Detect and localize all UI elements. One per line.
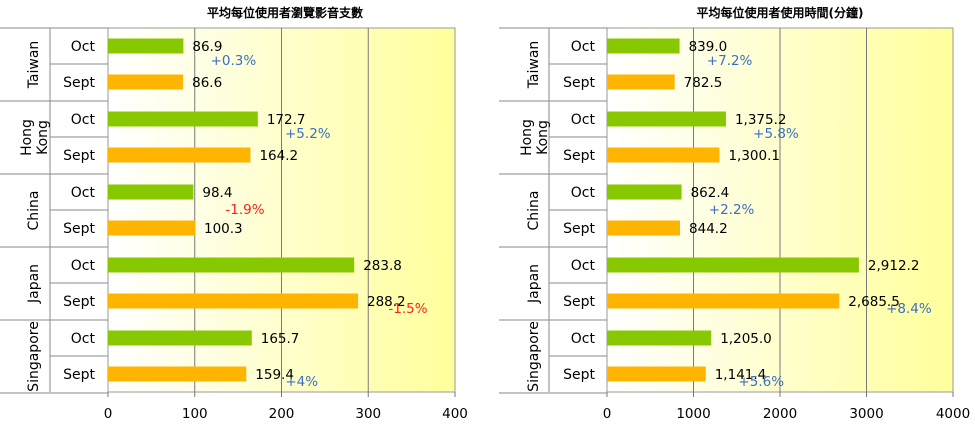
series-sublabel: Oct (71, 331, 96, 347)
bar-oct (108, 257, 355, 273)
series-sublabel: Oct (571, 185, 596, 201)
series-sublabel: Sept (63, 294, 95, 310)
change-annotation: +8.4% (886, 301, 932, 317)
data-label: 98.4 (202, 185, 232, 201)
change-annotation: +5.2% (285, 126, 331, 142)
bar-sept (108, 147, 251, 163)
bar-sept (108, 74, 184, 90)
x-tick-label: 2000 (763, 406, 797, 422)
x-tick-label: 100 (182, 406, 208, 422)
data-label: 782.5 (684, 75, 723, 91)
category-label: HongKong (519, 119, 551, 156)
series-sublabel: Sept (63, 148, 95, 164)
data-label: 1,300.1 (728, 148, 780, 164)
x-tick-label: 0 (603, 406, 612, 422)
bar-oct (607, 38, 680, 54)
data-label: 2,685.5 (848, 294, 900, 310)
data-label: 1,205.0 (720, 331, 772, 347)
chart-title: 平均每位使用者使用時間(分鐘) (697, 5, 864, 20)
bar-sept (607, 147, 720, 163)
bar-oct (607, 184, 682, 200)
category-label: Taiwan (526, 41, 542, 90)
data-label: 862.4 (691, 185, 730, 201)
data-label: 844.2 (689, 221, 728, 237)
change-annotation: +0.3% (211, 53, 257, 69)
bar-sept (607, 293, 840, 309)
category-label: Singapore (26, 321, 42, 392)
series-sublabel: Oct (71, 39, 96, 55)
bar-sept (607, 220, 681, 236)
chart-1: 平均每位使用者瀏覽影音支數 0 100 200 300 400 Taiwan Oct 86.9 S… (0, 5, 468, 422)
data-label: 839.0 (689, 39, 728, 55)
series-sublabel: Sept (563, 75, 595, 91)
series-sublabel: Oct (71, 185, 96, 201)
data-label: 1,141.4 (715, 367, 767, 383)
x-tick-label: 3000 (849, 406, 883, 422)
series-sublabel: Sept (563, 294, 595, 310)
data-label: 172.7 (267, 112, 306, 128)
category-label: Japan (26, 264, 42, 304)
category-label: Japan (526, 264, 542, 304)
change-annotation: -1.5% (388, 301, 427, 317)
bar-sept (108, 293, 359, 309)
series-sublabel: Sept (63, 75, 95, 91)
bar-oct (607, 257, 859, 273)
series-sublabel: Oct (571, 39, 596, 55)
series-sublabel: Sept (563, 148, 595, 164)
change-annotation: +4% (285, 374, 318, 390)
change-annotation: -1.9% (225, 202, 264, 218)
bar-sept (108, 220, 196, 236)
change-annotation: +5.6% (738, 374, 784, 390)
x-tick-label: 400 (442, 406, 468, 422)
series-sublabel: Sept (563, 367, 595, 383)
x-tick-label: 1000 (676, 406, 710, 422)
series-sublabel: Oct (571, 112, 596, 128)
data-label: 1,375.2 (735, 112, 787, 128)
category-label: Singapore (526, 321, 542, 392)
category-label: China (526, 191, 542, 231)
series-sublabel: Oct (571, 331, 596, 347)
data-label: 283.8 (363, 258, 402, 274)
bar-oct (108, 38, 184, 54)
category-label: HongKong (19, 119, 51, 156)
series-sublabel: Sept (63, 221, 95, 237)
x-tick-label: 300 (355, 406, 381, 422)
data-label: 159.4 (255, 367, 294, 383)
data-label: 2,912.2 (868, 258, 920, 274)
change-annotation: +5.8% (753, 126, 799, 142)
x-tick-label: 200 (269, 406, 295, 422)
change-annotation: +7.2% (707, 53, 753, 69)
bar-oct (108, 184, 194, 200)
category-label: Taiwan (26, 41, 42, 90)
bar-oct (607, 111, 726, 127)
category-label: China (26, 191, 42, 231)
bar-sept (108, 366, 247, 382)
series-sublabel: Sept (63, 367, 95, 383)
chart-title: 平均每位使用者瀏覽影音支數 (207, 5, 363, 20)
series-sublabel: Oct (71, 112, 96, 128)
x-tick-label: 4000 (936, 406, 970, 422)
chart-2: 平均每位使用者使用時間(分鐘) 0 1000 2000 3000 4000 Taiwan Oc… (499, 5, 970, 422)
change-annotation: +2.2% (709, 202, 755, 218)
bar-oct (108, 111, 258, 127)
bar-sept (607, 74, 675, 90)
series-sublabel: Oct (571, 258, 596, 274)
bar-oct (108, 330, 252, 346)
x-tick-label: 0 (104, 406, 113, 422)
data-label: 164.2 (259, 148, 298, 164)
series-sublabel: Sept (563, 221, 595, 237)
data-label: 86.6 (192, 75, 222, 91)
bar-oct (607, 330, 712, 346)
bar-sept (607, 366, 706, 382)
series-sublabel: Oct (71, 258, 96, 274)
data-label: 100.3 (204, 221, 243, 237)
data-label: 288.2 (367, 294, 406, 310)
data-label: 165.7 (261, 331, 300, 347)
data-label: 86.9 (192, 39, 222, 55)
